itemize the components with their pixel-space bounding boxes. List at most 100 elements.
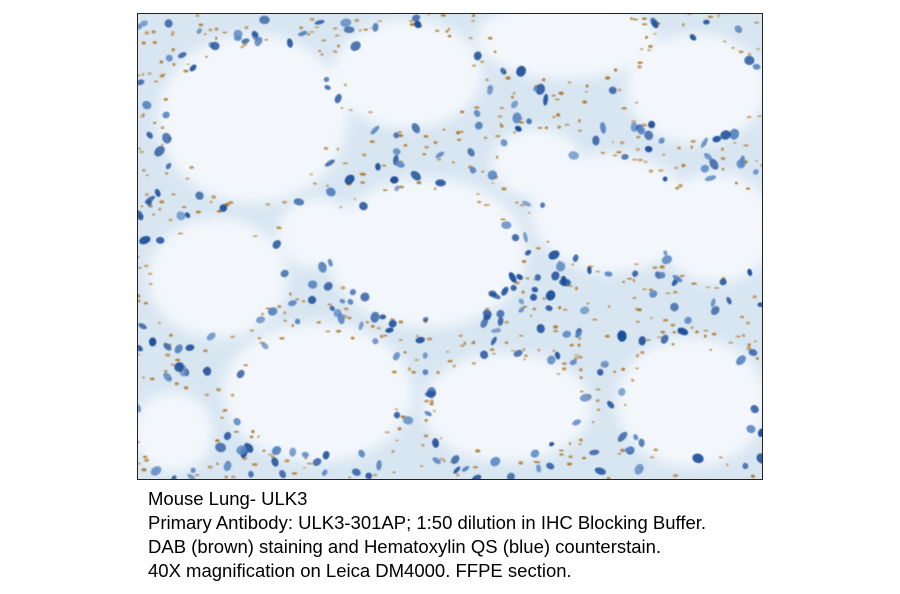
nucleus [710, 306, 720, 315]
dab-granule [613, 370, 617, 374]
dab-granule [403, 144, 408, 147]
nucleus [314, 19, 325, 25]
dab-granule [424, 418, 428, 422]
nucleus [307, 280, 318, 289]
dab-granule [551, 94, 556, 97]
nucleus [575, 331, 582, 338]
nucleus [203, 366, 212, 376]
nucleus [171, 475, 177, 479]
dab-granule [350, 336, 355, 340]
dab-granule [340, 106, 344, 109]
nucleus [261, 342, 269, 350]
dab-granule [709, 348, 713, 351]
tissue-section [138, 14, 762, 479]
dab-granule [641, 123, 647, 127]
alveolus [147, 218, 288, 338]
dab-granule [170, 363, 175, 367]
dab-granule [397, 427, 402, 431]
dab-granule [678, 183, 683, 188]
nucleus [734, 25, 743, 33]
nucleus [343, 26, 355, 34]
nucleus [393, 411, 401, 419]
dab-granule [752, 295, 757, 299]
dab-granule [325, 184, 329, 188]
nucleus [236, 369, 245, 379]
dab-granule [423, 145, 430, 149]
dab-granule [690, 326, 694, 329]
nucleus [500, 139, 508, 147]
dab-granule [633, 263, 639, 266]
dab-granule [140, 205, 144, 208]
dab-granule [499, 106, 505, 110]
dab-granule [458, 334, 463, 338]
nucleus [248, 470, 254, 478]
nucleus [617, 330, 627, 342]
dab-granule [637, 65, 642, 69]
nucleus [607, 400, 615, 409]
dab-granule [707, 15, 714, 18]
dab-granule [365, 320, 370, 324]
dab-granule [358, 29, 363, 32]
dab-granule [556, 372, 561, 376]
dab-granule [558, 305, 562, 310]
dab-granule [397, 130, 402, 133]
nucleus [185, 344, 195, 351]
dab-granule [558, 449, 564, 452]
caption-antibody: Primary Antibody: ULK3-301AP; 1:50 dilut… [148, 512, 707, 533]
dab-granule [695, 330, 699, 334]
nucleus [177, 52, 187, 59]
nucleus [514, 125, 522, 132]
dab-granule [721, 167, 725, 171]
nucleus [500, 67, 507, 75]
dab-granule [566, 462, 573, 466]
dab-granule [445, 30, 449, 33]
nucleus [757, 428, 762, 437]
dab-granule [394, 408, 399, 411]
dab-granule [302, 466, 306, 469]
nucleus [272, 239, 281, 249]
dab-granule [656, 336, 662, 339]
dab-granule [283, 311, 287, 315]
dab-granule [384, 431, 390, 434]
alveolus [157, 33, 348, 204]
dab-granule [291, 323, 295, 327]
dab-granule [484, 307, 490, 310]
dab-granule [611, 141, 615, 144]
nucleus [255, 316, 266, 324]
nucleus [271, 445, 282, 456]
dab-granule [279, 337, 285, 340]
nucleus [750, 405, 759, 414]
dab-granule [447, 34, 452, 38]
dab-granule [649, 456, 655, 459]
dab-granule [249, 329, 255, 332]
nucleus [388, 319, 397, 328]
caption-magnification: 40X magnification on Leica DM4000. FFPE … [148, 560, 572, 581]
dab-granule [574, 286, 578, 291]
nucleus [489, 292, 501, 300]
alveolus [327, 178, 527, 328]
dab-granule [523, 358, 526, 361]
nucleus [554, 351, 561, 360]
nucleus [360, 292, 370, 302]
dab-granule [740, 315, 745, 319]
dab-granule [432, 409, 436, 412]
dab-granule [205, 55, 208, 58]
nucleus [480, 350, 489, 359]
dab-granule [403, 351, 407, 354]
dab-granule [452, 364, 456, 368]
nucleus [692, 453, 704, 464]
nucleus [210, 41, 220, 51]
dab-granule [138, 147, 142, 150]
nucleus [139, 235, 151, 245]
dab-granule [369, 26, 373, 29]
dab-granule [143, 458, 150, 462]
dab-granule [733, 142, 737, 144]
dab-granule [637, 61, 643, 64]
nucleus [677, 327, 689, 336]
dab-granule [171, 48, 175, 52]
nucleus [703, 152, 713, 161]
dab-granule [489, 348, 495, 352]
dab-granule [426, 337, 433, 341]
nucleus [511, 234, 520, 242]
dab-granule [578, 337, 581, 341]
